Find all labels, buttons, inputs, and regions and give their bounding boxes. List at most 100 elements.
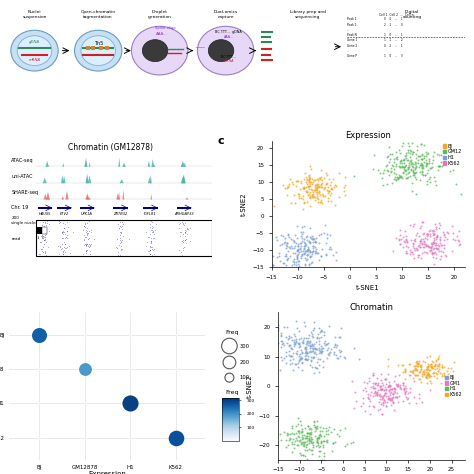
Point [425,366,433,374]
Point [363,387,370,394]
Point [332,256,340,264]
Point [401,368,409,376]
Point [402,149,410,157]
Point [304,337,311,345]
Point [312,442,320,450]
Point [430,148,438,155]
Point [410,220,418,228]
Point [415,368,423,375]
Point [322,180,330,188]
Point [319,192,326,200]
Point [406,149,413,156]
Point [412,359,419,366]
Point [331,201,339,209]
Point [300,251,308,258]
Point [35,250,43,258]
Point [274,324,282,332]
Point [412,163,420,170]
Point [428,227,436,235]
Point [419,151,426,158]
Point [315,369,323,376]
Point [376,383,383,391]
Point [146,242,154,250]
Point [412,399,420,407]
Point [430,239,438,246]
Point [46,220,53,228]
Point [298,360,306,367]
Point [402,243,410,250]
Point [301,261,309,268]
Point [118,225,126,232]
Point [35,400,43,407]
Point [429,226,437,234]
Point [418,237,425,245]
Point [310,353,318,361]
Point [148,218,155,226]
Point [303,340,310,347]
Point [427,379,434,387]
Point [381,386,388,393]
Point [314,249,321,257]
Point [431,241,438,248]
Point [180,243,187,251]
Point [304,191,312,199]
Point [310,353,317,361]
Point [314,270,322,278]
Point [318,252,325,259]
Point [385,171,393,179]
Point [289,237,297,244]
Point [393,393,401,401]
Point [283,323,291,331]
Text: 1    1    ...    2: 1 1 ... 2 [383,38,402,43]
Point [59,230,67,237]
Point [408,187,416,194]
Point [288,245,296,252]
Point [384,356,392,363]
Point [410,163,417,171]
Point [411,365,419,373]
Point [380,391,388,398]
Point [117,229,125,237]
Point [387,396,394,404]
Point [316,256,323,264]
Point [127,365,134,373]
X-axis label: Expression: Expression [89,471,127,474]
Point [313,358,320,365]
Point [387,401,394,409]
Point [150,245,157,253]
Point [403,237,410,244]
Point [329,175,337,182]
Point [320,185,328,192]
Bar [105,46,109,50]
Point [178,219,186,226]
Point [290,338,298,346]
Point [406,172,413,180]
Point [406,147,414,155]
Point [400,368,407,376]
Point [365,395,373,403]
Point [315,325,323,332]
Point [412,231,420,239]
Point [300,200,308,207]
Point [289,355,297,363]
Point [371,380,379,387]
Point [310,234,317,242]
Point [280,260,287,267]
Point [392,176,400,183]
X-axis label: t-SNE1: t-SNE1 [356,285,380,291]
Point [301,249,309,257]
Point [317,196,324,203]
Point [449,235,457,243]
Point [312,234,319,242]
Point [295,248,303,255]
Point [406,368,413,375]
Bar [144,207,157,209]
Point [323,230,330,237]
Point [280,428,288,436]
Point [82,226,90,234]
Point [382,385,390,393]
Point [320,449,328,457]
Point [182,236,189,244]
Point [438,373,446,380]
Point [299,435,306,443]
